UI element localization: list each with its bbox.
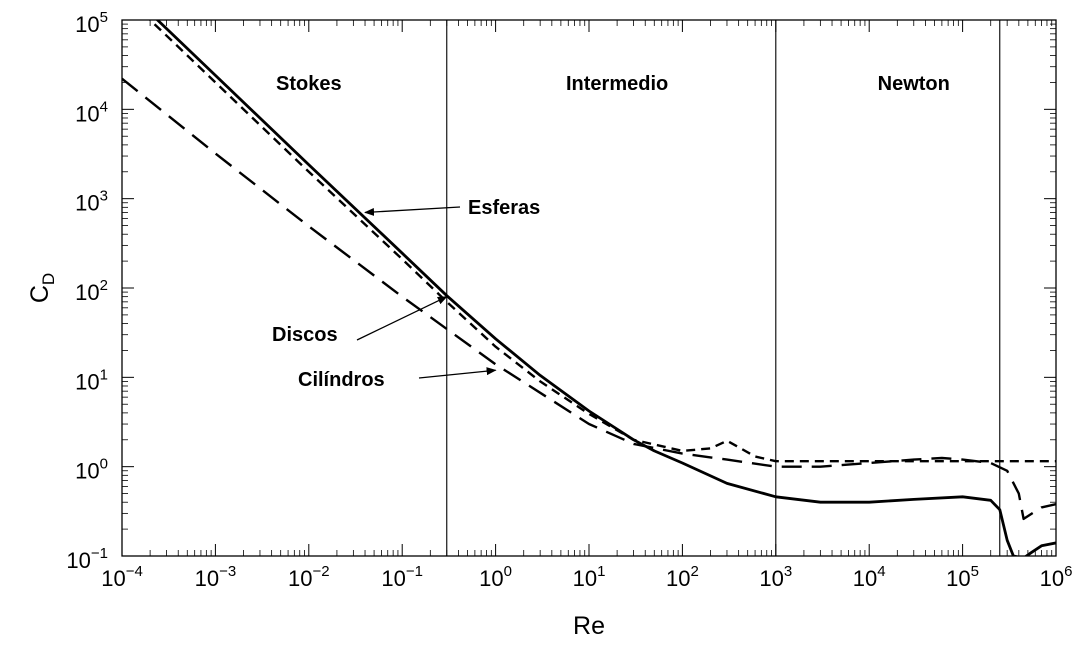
series-line <box>148 20 1056 463</box>
region-label: Stokes <box>276 73 342 95</box>
tick-labels: 10−4 10−3 10−2 10−1 100 101 102 103 104 105 106 10−… <box>66 9 1072 591</box>
y-tick-label: 102 <box>75 277 108 305</box>
series-line <box>155 20 1056 556</box>
x-tick-label: 100 <box>479 563 512 591</box>
y-tick-label: 105 <box>75 9 108 37</box>
y-tick-label: 104 <box>75 98 108 126</box>
curve-label: Cilíndros <box>298 369 385 391</box>
x-tick-label: 10−3 <box>195 563 237 591</box>
x-tick-label: 106 <box>1040 563 1073 591</box>
x-tick-label: 103 <box>759 563 792 591</box>
plot-area <box>121 19 1057 557</box>
y-tick-label: 103 <box>75 188 108 216</box>
x-tick-label: 10−1 <box>381 563 423 591</box>
curve-label: Discos <box>272 324 338 346</box>
series-line <box>122 77 1056 521</box>
y-tick-label: 100 <box>75 456 108 484</box>
y-tick-label: 101 <box>75 366 108 394</box>
x-tick-label: 101 <box>573 563 606 591</box>
annotations: Esferas Discos Cilíndros <box>272 197 540 391</box>
y-axis-title: CD <box>26 273 58 303</box>
region-label: Newton <box>878 73 950 95</box>
series-lines <box>122 20 1056 556</box>
y-tick-label: 10−1 <box>66 545 108 573</box>
region-label: Intermedio <box>566 73 668 95</box>
annotation-arrow <box>356 296 448 341</box>
curve-label: Esferas <box>468 197 540 219</box>
region-boundaries: Stokes Intermedio Newton <box>276 20 1001 556</box>
x-tick-label: 10−2 <box>288 563 330 591</box>
annotation-arrow <box>418 367 497 379</box>
annotation-arrow <box>364 206 461 216</box>
x-tick-label: 104 <box>853 563 886 591</box>
plot-frame <box>121 19 1057 557</box>
x-tick-label: 105 <box>946 563 979 591</box>
x-tick-label: 10−4 <box>101 563 143 591</box>
x-axis-title: Re <box>573 612 605 640</box>
x-tick-label: 102 <box>666 563 699 591</box>
axis-ticks <box>121 19 1057 557</box>
